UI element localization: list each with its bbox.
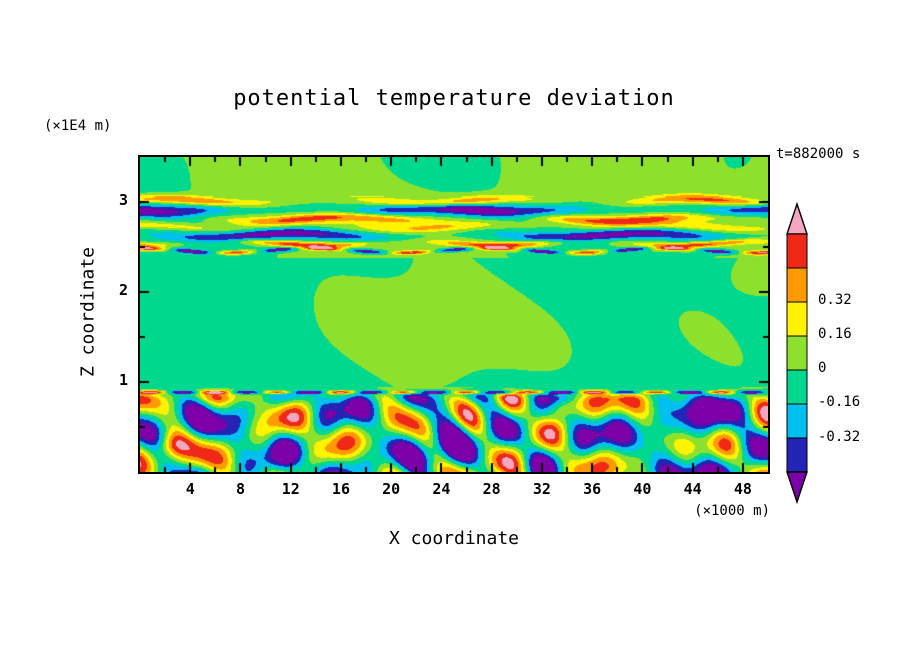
x-tick-label: 32 bbox=[532, 480, 551, 498]
x-tick-label: 4 bbox=[185, 480, 195, 498]
colorbar-tick-label: 0.16 bbox=[818, 326, 852, 342]
x-tick-label: 12 bbox=[281, 480, 300, 498]
x-axis-unit-label: (×1000 m) bbox=[694, 503, 770, 519]
x-tick-label: 48 bbox=[733, 480, 752, 498]
colorbar-tick-label: 0.32 bbox=[818, 292, 852, 308]
x-tick-label: 24 bbox=[432, 480, 451, 498]
z-tick-label: 2 bbox=[118, 281, 128, 299]
x-tick-label: 8 bbox=[235, 480, 245, 498]
z-axis-unit-label: (×1E4 m) bbox=[44, 118, 112, 134]
x-tick-label: 28 bbox=[482, 480, 501, 498]
colorbar-tick-label: -0.32 bbox=[818, 429, 861, 445]
colorbar-tick-label: -0.16 bbox=[818, 394, 861, 410]
colorbar-tick-label: 0 bbox=[818, 360, 827, 376]
x-tick-label: 16 bbox=[331, 480, 350, 498]
time-label: t=882000 s bbox=[776, 146, 861, 162]
colorbar-gradient bbox=[786, 201, 808, 505]
x-tick-label: 40 bbox=[633, 480, 652, 498]
x-tick-label: 20 bbox=[382, 480, 401, 498]
z-axis-title: Z coordinate bbox=[77, 246, 99, 378]
colorbar bbox=[784, 201, 810, 505]
chart-title: potential temperature deviation bbox=[233, 86, 675, 111]
heatmap-canvas bbox=[140, 157, 768, 472]
plot-frame bbox=[138, 155, 770, 474]
x-axis-title: X coordinate bbox=[388, 528, 520, 549]
x-tick-label: 36 bbox=[583, 480, 602, 498]
z-tick-label: 1 bbox=[118, 371, 128, 389]
x-tick-label: 44 bbox=[683, 480, 702, 498]
z-tick-label: 3 bbox=[118, 191, 128, 209]
